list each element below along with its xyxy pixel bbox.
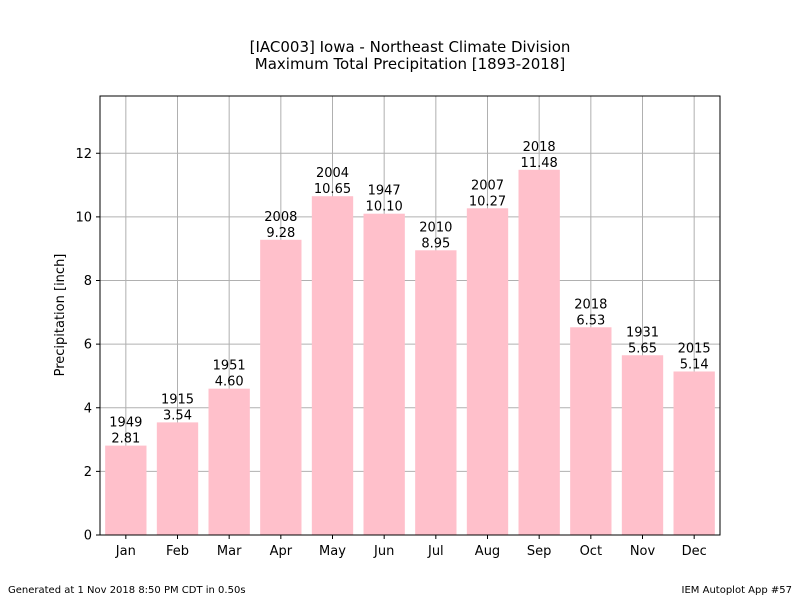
x-tick-label: Sep: [527, 544, 552, 559]
y-tick-label: 8: [84, 274, 92, 289]
plot-frame: [99, 95, 721, 536]
footer-generated-text: Generated at 1 Nov 2018 8:50 PM CDT in 0…: [8, 585, 246, 596]
x-tick-label: Mar: [217, 544, 242, 559]
x-tick-label: May: [319, 544, 346, 559]
bar-year-label: 1947: [368, 184, 401, 199]
x-tick-label: Nov: [630, 544, 656, 559]
bar-year-label: 1951: [213, 359, 246, 374]
bar: [260, 239, 302, 536]
axes: 0 2 4 6 8 10 12 Jan Feb Mar Apr May Jun Jul Aug Sep Oct N…: [75, 95, 721, 559]
bar: [311, 196, 354, 535]
bar-year-label: 1931: [626, 325, 659, 340]
x-tick-label: Jul: [427, 544, 444, 559]
bar-year-label: 2007: [471, 178, 504, 193]
bar: [363, 213, 405, 536]
x-tick-label: Feb: [166, 544, 189, 559]
bar-value-label: 10.10: [366, 200, 403, 215]
bar: [673, 371, 715, 535]
bar-value-label: 11.48: [521, 156, 558, 171]
bar: [415, 250, 457, 535]
chart-subtitle: Maximum Total Precipitation [1893-2018]: [255, 55, 565, 73]
x-tick-label: Jan: [115, 544, 136, 559]
bar-value-label: 8.95: [421, 236, 450, 251]
bar-value-label: 2.81: [111, 432, 140, 447]
x-tick-label: Dec: [682, 544, 707, 559]
chart-title: [IAC003] Iowa - Northeast Climate Divisi…: [250, 38, 571, 56]
bar: [156, 422, 199, 535]
bar: [570, 327, 612, 535]
x-tick-label: Aug: [475, 544, 500, 559]
bar-value-label: 9.28: [266, 226, 295, 241]
bar-year-label: 2008: [264, 210, 297, 225]
y-tick-label: 0: [84, 529, 92, 544]
bar-year-label: 1915: [161, 392, 194, 407]
bar-value-label: 10.27: [469, 194, 506, 209]
y-axis-label: Precipitation [inch]: [53, 254, 68, 377]
bar: [105, 445, 147, 535]
bar-value-label: 5.14: [680, 357, 709, 372]
bars: [105, 169, 715, 536]
y-tick-label: 2: [84, 465, 92, 480]
y-tick-label: 10: [75, 210, 92, 225]
x-tick-label: Oct: [580, 544, 602, 559]
bar: [621, 355, 664, 535]
y-tick-label: 4: [84, 401, 92, 416]
footer-app-label: IEM Autoplot App #57: [681, 585, 792, 596]
bar-value-label: 10.65: [314, 182, 351, 197]
bar-year-label: 2010: [419, 220, 452, 235]
y-tick-label: 6: [84, 338, 92, 353]
bar: [208, 388, 250, 535]
y-tick-label: 12: [75, 147, 92, 162]
bar-value-label: 5.65: [628, 341, 657, 356]
bar: [466, 208, 509, 535]
bar-year-label: 2015: [678, 341, 711, 356]
bar: [518, 169, 560, 535]
bar-year-label: 2018: [574, 297, 607, 312]
bar-value-label: 4.60: [215, 375, 244, 390]
bar-value-label: 6.53: [576, 313, 605, 328]
bar-year-label: 2018: [523, 140, 556, 155]
x-tick-label: Jun: [373, 544, 394, 559]
x-tick-label: Apr: [270, 544, 293, 559]
bar-value-label: 3.54: [163, 408, 192, 423]
bar-year-label: 1949: [109, 416, 142, 431]
bar-year-label: 2004: [316, 166, 349, 181]
